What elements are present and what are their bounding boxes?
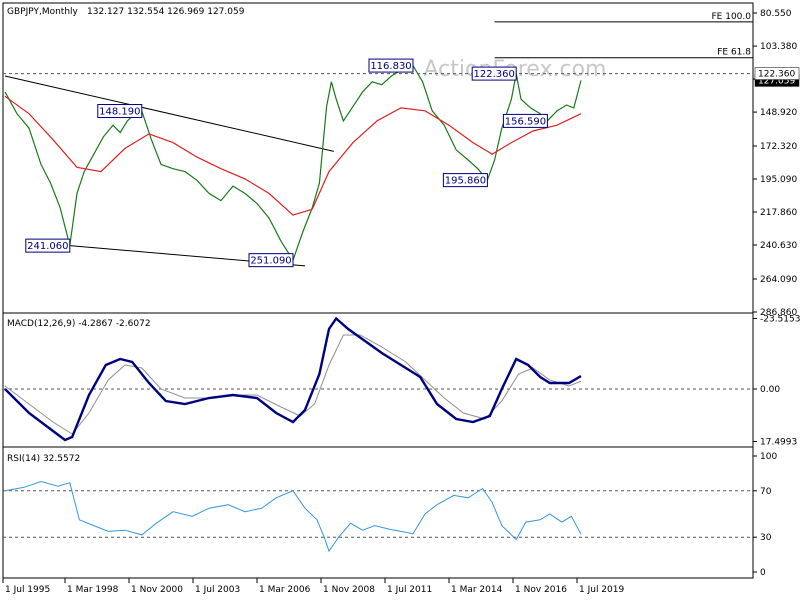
annotation-box xyxy=(248,253,294,268)
price-y-tick-label: 264.090 xyxy=(760,275,797,285)
price-annotation: 156.590 xyxy=(502,113,548,128)
trendline xyxy=(4,75,334,152)
x-tick-label: 1 Nov 2000 xyxy=(131,585,183,595)
rsi-panel-frame xyxy=(2,446,754,579)
rsi-y-tick-label: 100 xyxy=(760,452,777,462)
price-panel: FE 61.8 FE 100.0 241.060 251.090 148.190 116… xyxy=(3,9,800,318)
annotation-label: 116.830 xyxy=(370,61,411,72)
price-panel-title: GBPJPY,Monthly xyxy=(7,7,79,17)
price-axis-label-text: 122.360 xyxy=(758,70,795,80)
price-y-tick-label: 240.630 xyxy=(760,241,797,251)
x-tick-label: 1 Nov 2008 xyxy=(323,585,375,595)
annotation-label: 148.190 xyxy=(99,107,140,118)
annotation-label: 195.860 xyxy=(445,176,486,187)
rsi-panel-title: RSI(14) 32.5572 xyxy=(7,454,80,464)
price-y-tick-label: 172.320 xyxy=(760,142,797,152)
annotation-label: 251.090 xyxy=(250,256,291,267)
macd-signal-line xyxy=(4,334,582,435)
annotation-label: 241.060 xyxy=(27,241,68,252)
x-tick-label: 1 Jul 2019 xyxy=(579,585,624,595)
x-tick-label: 1 Jul 2011 xyxy=(387,585,432,595)
annotation-box xyxy=(368,58,414,73)
moving-average-line xyxy=(4,95,582,216)
x-tick-label: 1 Mar 2006 xyxy=(259,585,311,595)
x-tick-label: 1 Jul 1995 xyxy=(5,585,50,595)
macd-y-tick-label: -23.5153 xyxy=(760,314,800,324)
rsi-line xyxy=(4,480,582,553)
price-annotation: 241.060 xyxy=(25,238,71,253)
price-y-tick-label: 286.860 xyxy=(760,308,797,318)
price-annotation: 116.830 xyxy=(368,58,414,73)
annotation-box xyxy=(25,238,71,253)
annotation-box xyxy=(471,66,517,81)
price-annotation: 195.860 xyxy=(442,173,488,188)
price-y-tick-label: 195.090 xyxy=(760,175,797,185)
x-tick-label: 1 Nov 2016 xyxy=(515,585,567,595)
price-y-tick-label: 148.920 xyxy=(760,108,797,118)
fib-level-label: FE 61.8 xyxy=(717,48,751,58)
price-annotation: 148.190 xyxy=(97,104,143,119)
price-y-tick-label: 80.550 xyxy=(760,9,792,19)
macd-panel: 17.4993 0.00 -23.5153 xyxy=(3,314,800,447)
macd-panel-title: MACD(12,26,9) -4.2867 -2.6072 xyxy=(7,319,151,329)
x-axis: 1 Jul 1995 1 Mar 1998 1 Nov 2000 1 Jul 2003… xyxy=(2,578,624,595)
annotation-box xyxy=(502,113,548,128)
price-ohlc-readout: 132.127 132.554 126.969 127.059 xyxy=(87,7,245,17)
price-axis-label: 122.360 xyxy=(754,67,800,80)
macd-y-tick-label: 0.00 xyxy=(760,385,780,395)
macd-y-tick-label: 17.4993 xyxy=(760,437,797,447)
x-tick-label: 1 Jul 2003 xyxy=(195,585,240,595)
macd-line xyxy=(4,316,582,442)
price-annotation: 122.360 xyxy=(471,66,517,81)
price-series-line xyxy=(4,64,582,262)
rsi-y-tick-label: 0 xyxy=(760,568,766,578)
price-axis-label-box xyxy=(754,67,800,80)
fib-level-label: FE 100.0 xyxy=(712,12,752,22)
x-tick-label: 1 Mar 2014 xyxy=(451,585,503,595)
rsi-panel: 100 70 30 0 xyxy=(3,452,777,578)
annotation-label: 156.590 xyxy=(505,116,546,127)
rsi-y-tick-label: 70 xyxy=(760,487,772,497)
price-annotation: 251.090 xyxy=(248,253,294,268)
rsi-y-tick-label: 30 xyxy=(760,533,772,543)
x-tick-label: 1 Mar 1998 xyxy=(67,585,119,595)
annotation-box xyxy=(442,173,488,188)
annotation-label: 122.360 xyxy=(474,69,515,80)
price-y-tick-label: 103.380 xyxy=(760,42,797,52)
price-axis-label-text: 127.059 xyxy=(758,76,795,86)
annotation-box xyxy=(97,104,143,119)
macd-panel-frame xyxy=(2,312,754,448)
price-y-tick-label: 217.860 xyxy=(760,208,797,218)
